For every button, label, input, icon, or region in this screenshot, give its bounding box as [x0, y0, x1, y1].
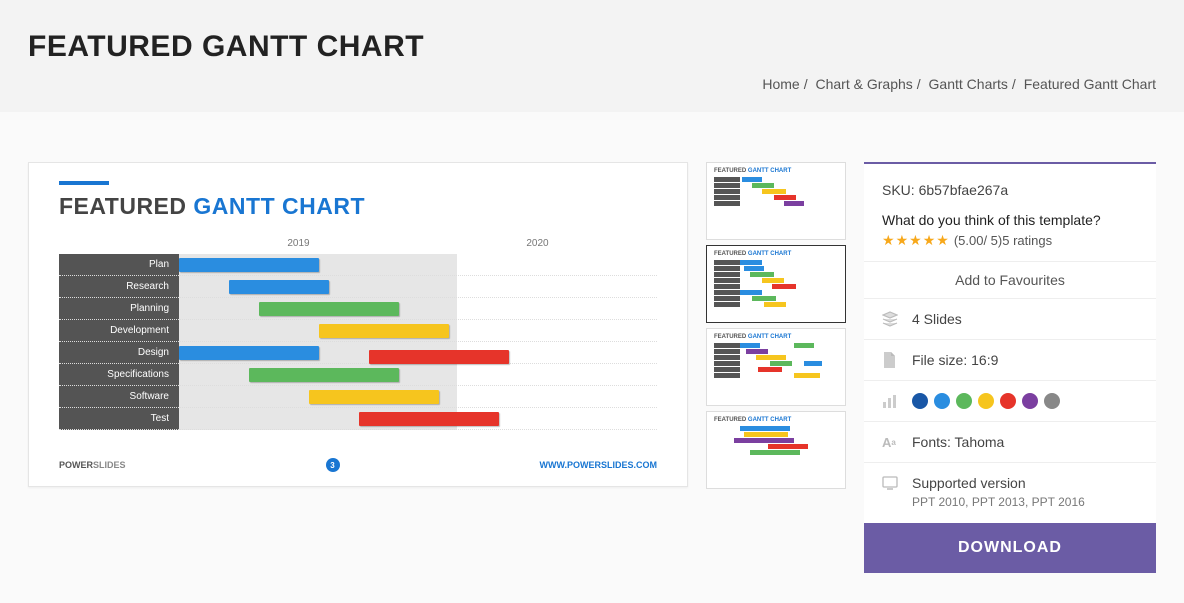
task-label: Software [59, 386, 179, 408]
color-dot[interactable] [934, 393, 950, 409]
star-icon: ★ [909, 232, 922, 249]
screen-icon [882, 476, 900, 490]
slide-title: FEATURED GANTT CHART [59, 193, 657, 220]
gantt-bar [309, 390, 439, 404]
preview-column: FEATURED GANTT CHART PlanResearchPlannin… [28, 162, 688, 573]
star-icon: ★ [923, 232, 936, 249]
meta-slides: 4 Slides [864, 298, 1156, 339]
gantt-chart: PlanResearchPlanningDevelopmentDesignSpe… [59, 238, 657, 430]
color-dot[interactable] [1022, 393, 1038, 409]
task-label: Planning [59, 298, 179, 320]
breadcrumb-home[interactable]: Home [762, 76, 799, 92]
gantt-bar [249, 368, 399, 382]
sidebar: SKU: 6b57bfae267a What do you think of t… [864, 162, 1156, 573]
color-dot[interactable] [956, 393, 972, 409]
task-label: Test [59, 408, 179, 430]
chart-icon [882, 394, 900, 408]
gantt-bar [179, 346, 319, 360]
gantt-bar [179, 258, 319, 272]
gantt-bar [319, 324, 449, 338]
breadcrumb-sub[interactable]: Gantt Charts [929, 76, 1008, 92]
task-label: Specifications [59, 364, 179, 386]
slide-footer: POWERSLIDES 3 WWW.POWERSLIDES.COM [59, 458, 657, 472]
info-card: SKU: 6b57bfae267a What do you think of t… [864, 162, 1156, 573]
year-row: 20192020 [179, 238, 657, 254]
task-label: Research [59, 276, 179, 298]
thumb-1[interactable]: FEATURED GANTT CHART [706, 162, 846, 240]
page-header: FEATURED GANTT CHART Home/ Chart & Graph… [0, 0, 1184, 112]
gantt-bar [369, 350, 509, 364]
gantt-bar [259, 302, 399, 316]
sku: SKU: 6b57bfae267a [882, 182, 1138, 198]
supported-versions: PPT 2010, PPT 2013, PPT 2016 [864, 495, 1156, 523]
slide-title-dark: FEATURED [59, 193, 187, 219]
task-label: Design [59, 342, 179, 364]
meta-fonts: Aa Fonts: Tahoma [864, 421, 1156, 462]
star-icon: ★ [896, 232, 909, 249]
breadcrumb: Home/ Chart & Graphs/ Gantt Charts/ Feat… [28, 76, 1156, 92]
thumb-4[interactable]: FEATURED GANTT CHART [706, 411, 846, 489]
star-icon: ★ [936, 232, 949, 249]
thumbnails: FEATURED GANTT CHART FEATURED GANTT CHAR… [706, 162, 846, 573]
thumb-3[interactable]: FEATURED GANTT CHART [706, 328, 846, 406]
meta-filesize: File size: 16:9 [864, 339, 1156, 380]
stack-icon [882, 311, 900, 327]
slide-preview: FEATURED GANTT CHART PlanResearchPlannin… [28, 162, 688, 487]
color-dot[interactable] [1000, 393, 1016, 409]
add-favourites-link[interactable]: Add to Favourites [864, 261, 1156, 298]
file-icon [882, 352, 900, 368]
meta-colours [864, 380, 1156, 421]
rating-text: (5.00/ 5)5 ratings [954, 233, 1052, 248]
footer-brand: POWERSLIDES [59, 460, 126, 470]
color-dot[interactable] [978, 393, 994, 409]
font-icon: Aa [882, 435, 900, 450]
task-column: PlanResearchPlanningDevelopmentDesignSpe… [59, 238, 179, 430]
rating-question: What do you think of this template? [882, 212, 1138, 228]
meta-supported: Supported version [864, 462, 1156, 495]
task-label: Development [59, 320, 179, 342]
thumb-2[interactable]: FEATURED GANTT CHART [706, 245, 846, 323]
breadcrumb-category[interactable]: Chart & Graphs [816, 76, 913, 92]
download-button[interactable]: DOWNLOAD [864, 523, 1156, 573]
page-title: FEATURED GANTT CHART [28, 30, 1156, 64]
breadcrumb-current: Featured Gantt Chart [1024, 76, 1156, 92]
task-label: Plan [59, 254, 179, 276]
footer-link: WWW.POWERSLIDES.COM [540, 460, 658, 470]
color-dot[interactable] [912, 393, 928, 409]
gantt-bar [229, 280, 329, 294]
slide-title-blue: GANTT CHART [193, 193, 365, 219]
gantt-bar [359, 412, 499, 426]
rating-stars[interactable]: ★ ★ ★ ★ ★ (5.00/ 5)5 ratings [882, 232, 1138, 249]
accent-bar [59, 181, 109, 185]
page-number: 3 [326, 458, 340, 472]
color-dots [912, 393, 1060, 409]
color-dot[interactable] [1044, 393, 1060, 409]
bars-column: 20192020 [179, 238, 657, 430]
star-icon: ★ [882, 232, 895, 249]
